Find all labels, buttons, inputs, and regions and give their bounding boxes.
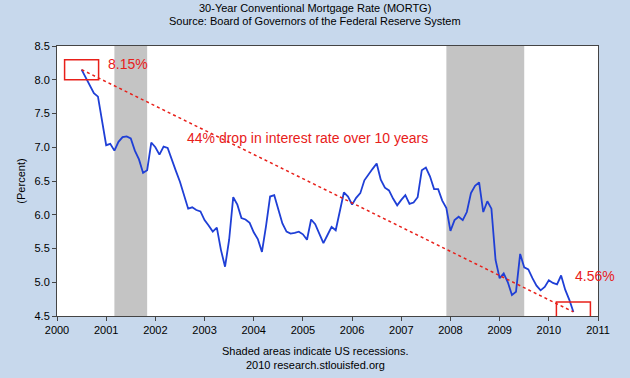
svg-text:7.5: 7.5 (35, 107, 50, 119)
svg-text:6.0: 6.0 (35, 209, 50, 221)
svg-text:2011: 2011 (586, 324, 610, 336)
svg-text:6.5: 6.5 (35, 175, 50, 187)
svg-text:8.0: 8.0 (35, 74, 50, 86)
svg-text:30-Year Conventional Mortgage: 30-Year Conventional Mortgage Rate (MORT… (199, 2, 431, 14)
svg-text:8.5: 8.5 (35, 40, 50, 52)
svg-text:2010 research.stlouisfed.org: 2010 research.stlouisfed.org (246, 359, 385, 371)
svg-text:2008: 2008 (438, 324, 462, 336)
svg-text:2003: 2003 (192, 324, 216, 336)
svg-text:2001: 2001 (94, 324, 118, 336)
svg-text:2002: 2002 (143, 324, 167, 336)
svg-text:2009: 2009 (487, 324, 511, 336)
svg-text:44% drop in interest rate over: 44% drop in interest rate over 10 years (187, 130, 428, 146)
svg-text:2004: 2004 (241, 324, 265, 336)
svg-text:5.5: 5.5 (35, 242, 50, 254)
svg-text:2000: 2000 (45, 324, 69, 336)
svg-text:8.15%: 8.15% (108, 56, 148, 72)
svg-text:4.56%: 4.56% (575, 268, 615, 284)
svg-text:2007: 2007 (389, 324, 413, 336)
svg-text:Source: Board of Governors of: Source: Board of Governors of the Federa… (169, 15, 461, 27)
svg-text:(Percent): (Percent) (15, 158, 27, 203)
svg-text:2005: 2005 (291, 324, 315, 336)
svg-text:7.0: 7.0 (35, 141, 50, 153)
svg-text:2006: 2006 (340, 324, 364, 336)
svg-text:4.5: 4.5 (35, 310, 50, 322)
svg-text:Shaded areas indicate US reces: Shaded areas indicate US recessions. (222, 345, 409, 357)
svg-text:2010: 2010 (537, 324, 561, 336)
svg-text:5.0: 5.0 (35, 276, 50, 288)
